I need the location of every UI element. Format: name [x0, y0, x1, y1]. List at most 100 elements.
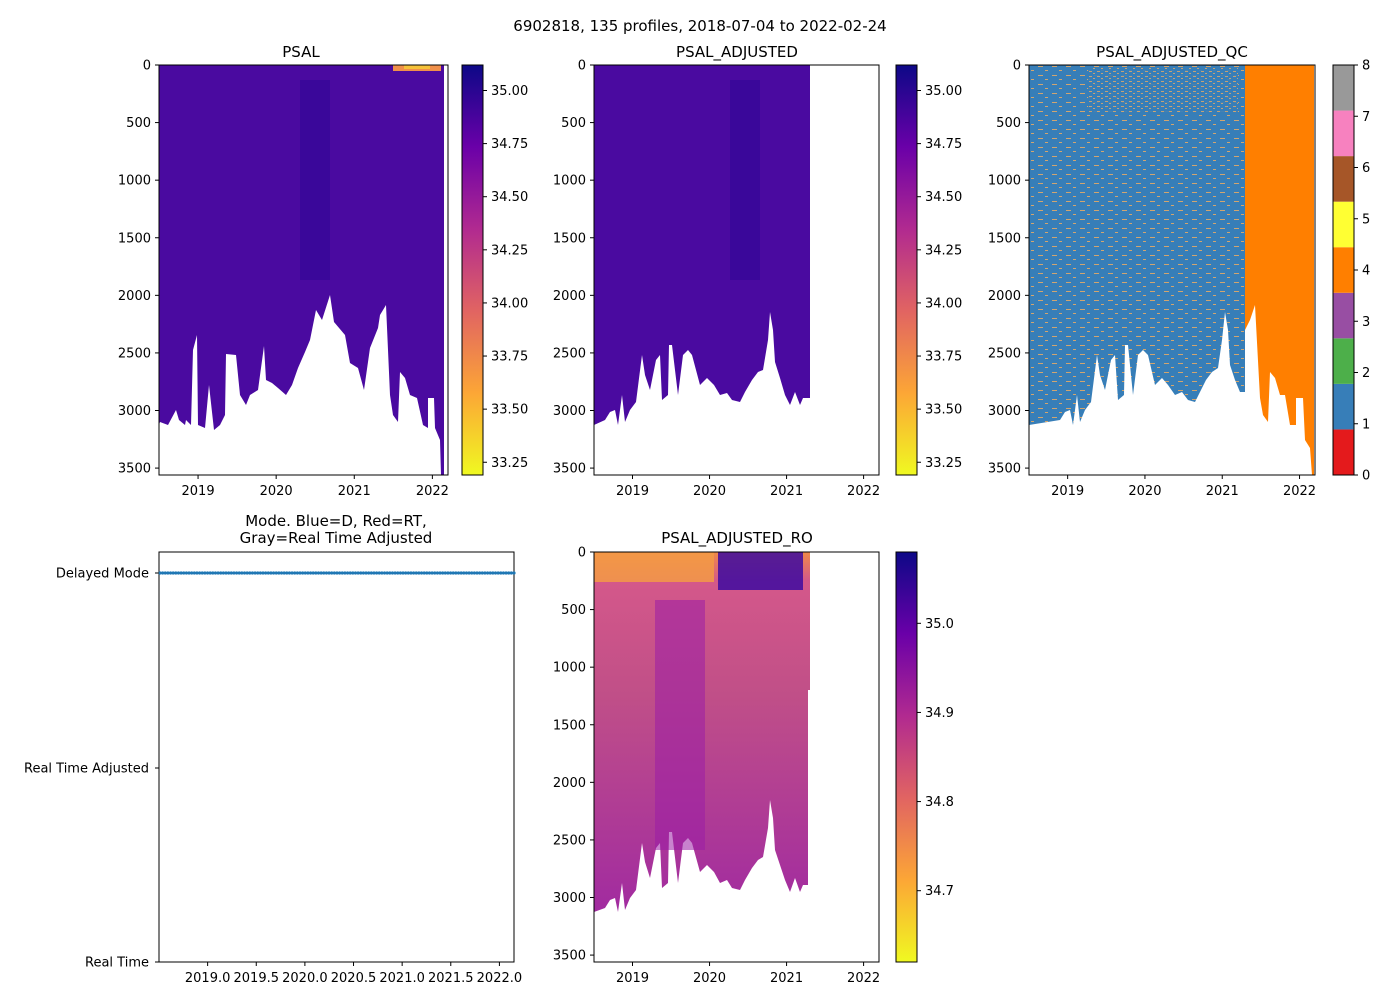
qc-x-axis: 2019 2020 2021 2022	[1051, 475, 1316, 499]
qc-cbar-tick-label: 6	[1362, 161, 1370, 176]
psal-cbar-tick-label: 34.00	[491, 296, 528, 311]
mode-point	[456, 571, 461, 575]
qc-colorbar-block-4	[1333, 247, 1354, 293]
mode-point	[213, 571, 218, 575]
mode-point	[504, 571, 508, 575]
psal-adjusted-heatmap	[594, 65, 810, 425]
ro-deep-purple-column	[655, 600, 705, 850]
mode-point	[375, 571, 379, 575]
mode-point	[417, 571, 421, 575]
mode-point	[227, 571, 231, 575]
mode-point	[245, 571, 249, 575]
mode-point	[234, 571, 239, 575]
mode-point	[353, 571, 358, 575]
mode-point	[380, 571, 384, 575]
mode-point	[163, 571, 167, 575]
mode-point	[454, 571, 458, 575]
qc-cbar-tick-label: 5	[1362, 212, 1370, 227]
psal-heatmap	[159, 65, 444, 475]
psal_adjusted-y-tick-label: 2500	[553, 346, 586, 361]
mode-point	[282, 571, 286, 575]
mode-point	[412, 571, 416, 575]
psal_adjusted-y-tick-label: 1000	[553, 174, 586, 189]
mode-point	[496, 571, 500, 575]
psal-cbar-tick-label: 33.25	[491, 456, 528, 471]
psal-dark-band	[300, 80, 330, 280]
psal_adjusted_ro-cbar-tick-label: 34.7	[925, 884, 954, 899]
psal_adjusted-y-tick-label: 2000	[553, 289, 586, 304]
mode-point	[359, 571, 363, 575]
psal-x-tick-label: 2019	[182, 484, 215, 499]
psal_adjusted_ro-y-tick-label: 1000	[553, 661, 586, 676]
psal_adjusted_qc-y-tick-label: 1500	[988, 231, 1021, 246]
mode-point	[493, 571, 498, 575]
mode-point	[264, 571, 268, 575]
psal-y-tick-label: 500	[126, 116, 151, 131]
psal-surface-anomaly-core	[404, 65, 430, 69]
mode-point	[478, 571, 482, 575]
qc-y-axis: 0 500 1000 1500 2000 2500 3000 3500	[988, 59, 1029, 477]
psal-adjusted-dark-band	[730, 80, 760, 280]
mode-point	[433, 571, 437, 575]
panel-psal-adjusted-title: PSAL_ADJUSTED	[676, 43, 798, 62]
mode-point	[240, 571, 244, 575]
mode-point	[229, 571, 233, 575]
psal_adjusted_ro-x-tick-label: 2020	[693, 971, 726, 986]
psal_adjusted_ro-x-tick-label: 2021	[770, 971, 803, 986]
mode-point	[390, 571, 395, 575]
mode-point	[361, 571, 366, 575]
panel-psal-adjusted-qc-title: PSAL_ADJUSTED_QC	[1096, 43, 1248, 62]
qc-cbar-tick-label: 2	[1362, 366, 1370, 381]
mode-point	[356, 571, 360, 575]
mode-point	[385, 571, 389, 575]
psal-y-tick-label: 1500	[118, 231, 151, 246]
mode-point	[475, 571, 479, 575]
psal_adjusted_ro-y-tick-label: 2500	[553, 833, 586, 848]
psal_adjusted-y-tick-label: 3000	[553, 404, 586, 419]
mode-point	[274, 571, 278, 575]
mode-point	[422, 571, 426, 575]
mode-point	[406, 571, 410, 575]
mode-point	[330, 571, 334, 575]
psal_adjusted-cbar-tick-label: 34.75	[925, 137, 962, 152]
psal_adjusted_qc-y-tick-label: 1000	[988, 174, 1021, 189]
mode-point	[441, 571, 445, 575]
mode-point	[430, 571, 434, 575]
qc-cbar-tick-label: 1	[1362, 417, 1370, 432]
psal_adjusted_ro-y-tick-label: 0	[578, 546, 586, 561]
psal-cbar-tick-label: 35.00	[491, 84, 528, 99]
psal_adjusted_ro-y-tick-label: 2000	[553, 776, 586, 791]
mode-point	[401, 571, 405, 575]
mode-point	[396, 571, 400, 575]
psal_adjusted_qc-x-tick-label: 2022	[1283, 484, 1316, 499]
psal_adjusted_qc-y-tick-label: 3000	[988, 404, 1021, 419]
qc-colorbar-block-2	[1333, 338, 1354, 384]
mode-point	[393, 571, 397, 575]
mode-point	[174, 571, 178, 575]
panel-psal-adjusted-qc: PSAL_ADJUSTED_QC 05001000150020002500300…	[988, 43, 1370, 499]
psal-y-tick-label: 3500	[118, 462, 151, 477]
mode-point	[301, 571, 305, 575]
qc-colorbar-block-5	[1333, 201, 1354, 248]
qc-cbar-tick-label: 3	[1362, 315, 1370, 330]
mode-x-tick-label: 2020.0	[282, 971, 328, 986]
mode-point	[351, 571, 355, 575]
mode-plot-background	[158, 551, 515, 963]
ro-colorbar	[895, 551, 918, 963]
mode-x-tick-label: 2021.0	[379, 971, 425, 986]
mode-point	[446, 571, 450, 575]
psal_adjusted_ro-cbar-tick-label: 34.8	[925, 795, 954, 810]
mode-point	[306, 571, 310, 575]
mode-point	[200, 571, 204, 575]
mode-point	[483, 571, 487, 575]
psal-cbar-tick-label: 34.50	[491, 190, 528, 205]
figure-suptitle: 6902818, 135 profiles, 2018-07-04 to 202…	[513, 17, 886, 35]
mode-point	[211, 571, 215, 575]
mode-point	[198, 571, 202, 575]
psal-x-tick-label: 2020	[260, 484, 293, 499]
qc-flag-1-region	[1029, 65, 1245, 425]
psal-adjusted-plot-frame	[593, 64, 880, 476]
psal_adjusted_qc-y-tick-label: 3500	[988, 462, 1021, 477]
ro-y-axis: 0 500 1000 1500 2000 2500 3000 3500	[553, 546, 594, 964]
mode-point	[459, 571, 463, 575]
